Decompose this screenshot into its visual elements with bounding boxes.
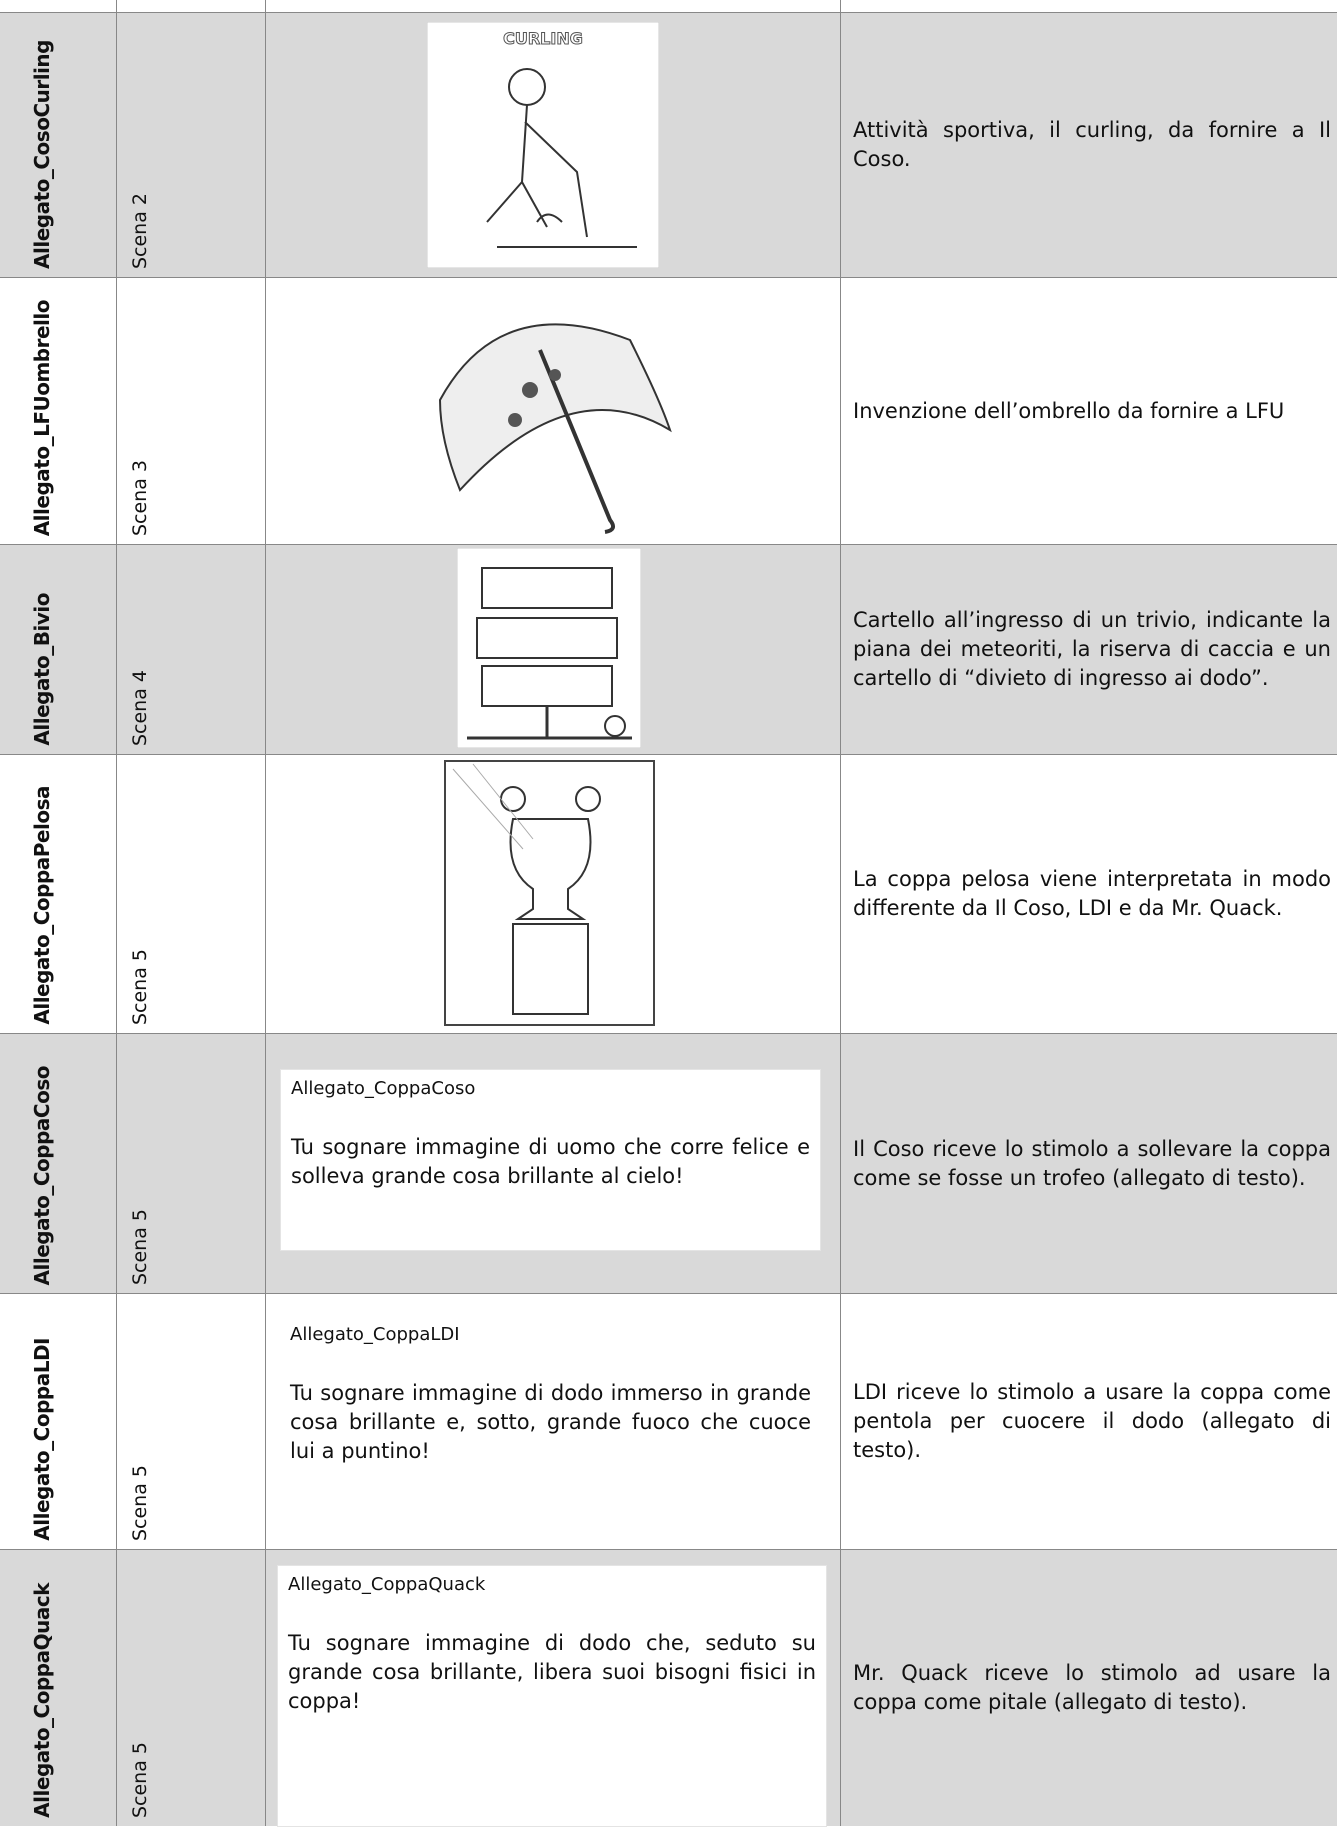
table-cell: Scena 3 [116, 278, 265, 544]
table-cell: Allegato_CoppaCoso Tu sognare immagine di… [265, 1034, 840, 1293]
table-cell: Allegato_CosoCurling [0, 13, 116, 277]
description: La coppa pelosa viene interpretata in mo… [853, 867, 1331, 920]
scene-label: Scena 5 [129, 948, 151, 1025]
text-attachment: Allegato_CoppaCoso Tu sognare immagine di… [280, 1069, 821, 1251]
attachment-text: Tu sognare immagine di dodo che, seduto … [288, 1631, 816, 1713]
table-cell: CURLING [265, 13, 840, 277]
text-attachment: Allegato_CoppaLDI Tu sognare immagine di … [280, 1316, 821, 1536]
table-cell: LDI riceve lo stimolo a usare la coppa c… [840, 1294, 1337, 1549]
description-cell: Il Coso riceve lo stimolo a sollevare la… [853, 1034, 1331, 1293]
table-cell [265, 545, 840, 754]
description: LDI riceve lo stimolo a usare la coppa c… [853, 1380, 1331, 1462]
column-line [840, 0, 841, 12]
attachment-title: Allegato_CoppaQuack [288, 1574, 486, 1595]
table-cell: Allegato_Bivio [0, 545, 116, 754]
illustration: CURLING [427, 22, 659, 268]
description: Mr. Quack riceve lo stimolo ad usare la … [853, 1661, 1331, 1714]
scene-label: Scena 4 [129, 669, 151, 746]
text-attachment: Allegato_CoppaQuack Tu sognare immagine d… [277, 1565, 827, 1827]
column-line [265, 0, 266, 12]
table-cell: Allegato_CoppaLDI [0, 1294, 116, 1549]
table-cell: Allegato_LFUombrello [0, 278, 116, 544]
illustration [444, 760, 655, 1026]
illustration [420, 280, 685, 542]
table-cell: Attività sportiva, il curling, da fornir… [840, 13, 1337, 277]
description: Cartello all’ingresso di un trivio, indi… [853, 608, 1331, 690]
illustration [457, 548, 641, 748]
table-cell: Scena 2 [116, 13, 265, 277]
attachment-name: Allegato_CoppaQuack [30, 1583, 54, 1818]
attachment-name: Allegato_CoppaLDI [30, 1338, 54, 1541]
top-stub [0, 0, 1337, 12]
scene-label: Scena 5 [129, 1741, 151, 1818]
table-cell: Scena 5 [116, 755, 265, 1033]
table-cell: Allegato_CoppaQuack Tu sognare immagine d… [265, 1550, 840, 1827]
table-cell: Il Coso riceve lo stimolo a sollevare la… [840, 1034, 1337, 1293]
description-cell: LDI riceve lo stimolo a usare la coppa c… [853, 1294, 1331, 1549]
attachment-text: Tu sognare immagine di dodo immerso in g… [290, 1381, 811, 1463]
table-cell: Scena 5 [116, 1034, 265, 1293]
attachment-text: Tu sognare immagine di uomo che corre fe… [291, 1135, 810, 1188]
description-cell: Mr. Quack riceve lo stimolo ad usare la … [853, 1550, 1331, 1826]
column-line [116, 0, 117, 12]
image-caption: CURLING [503, 29, 583, 48]
table-cell: Invenzione dell’ombrello da fornire a LF… [840, 278, 1337, 544]
attachment-name: Allegato_CoppaCoso [30, 1065, 54, 1285]
attachment-title: Allegato_CoppaCoso [291, 1078, 476, 1099]
table-cell: Scena 5 [116, 1550, 265, 1826]
table-row: Allegato_CoppaCoso Scena 5 Allegato_CoppaC… [0, 1033, 1337, 1293]
table-cell: Allegato_CoppaPelosa [0, 755, 116, 1033]
table-row: Allegato_Bivio Scena 4 Cartello all’ingre… [0, 544, 1337, 754]
table-cell [265, 755, 840, 1033]
description-cell: Invenzione dell’ombrello da fornire a LF… [853, 278, 1331, 544]
attachment-name: Allegato_Bivio [30, 593, 54, 746]
table-cell: Mr. Quack riceve lo stimolo ad usare la … [840, 1550, 1337, 1826]
table-row: Allegato_CosoCurling Scena 2 CURLING Attiv… [0, 12, 1337, 277]
table-row: Allegato_LFUombrello Scena 3 Invenzione d… [0, 277, 1337, 544]
description: Invenzione dell’ombrello da fornire a LF… [853, 398, 1285, 423]
table-cell: Scena 5 [116, 1294, 265, 1549]
attachment-name: Allegato_CoppaPelosa [30, 786, 54, 1025]
table-row: Allegato_CoppaLDI Scena 5 Allegato_CoppaLD… [0, 1293, 1337, 1549]
table-cell: La coppa pelosa viene interpretata in mo… [840, 755, 1337, 1033]
table-row: Allegato_CoppaPelosa Scena 5 La coppa pel… [0, 754, 1337, 1033]
scene-label: Scena 5 [129, 1208, 151, 1285]
attachment-name: Allegato_CosoCurling [30, 40, 54, 269]
scene-label: Scena 3 [129, 459, 151, 536]
description: Attività sportiva, il curling, da fornir… [853, 118, 1331, 171]
table-cell: Allegato_CoppaCoso [0, 1034, 116, 1293]
scene-label: Scena 5 [129, 1464, 151, 1541]
attachment-title: Allegato_CoppaLDI [290, 1324, 460, 1345]
description-cell: Cartello all’ingresso di un trivio, indi… [853, 545, 1331, 754]
table-cell: Allegato_CoppaLDI Tu sognare immagine di … [265, 1294, 840, 1549]
table-cell: Allegato_CoppaQuack [0, 1550, 116, 1826]
table-row: Allegato_CoppaQuack Scena 5 Allegato_Coppa… [0, 1549, 1337, 1827]
table-cell [265, 278, 840, 544]
description-cell: Attività sportiva, il curling, da fornir… [853, 13, 1331, 277]
scene-label: Scena 2 [129, 192, 151, 269]
description-cell: La coppa pelosa viene interpretata in mo… [853, 755, 1331, 1033]
description: Il Coso riceve lo stimolo a sollevare la… [853, 1136, 1331, 1190]
attachment-name: Allegato_LFUombrello [30, 299, 54, 536]
table-cell: Scena 4 [116, 545, 265, 754]
table-cell: Cartello all’ingresso di un trivio, indi… [840, 545, 1337, 754]
